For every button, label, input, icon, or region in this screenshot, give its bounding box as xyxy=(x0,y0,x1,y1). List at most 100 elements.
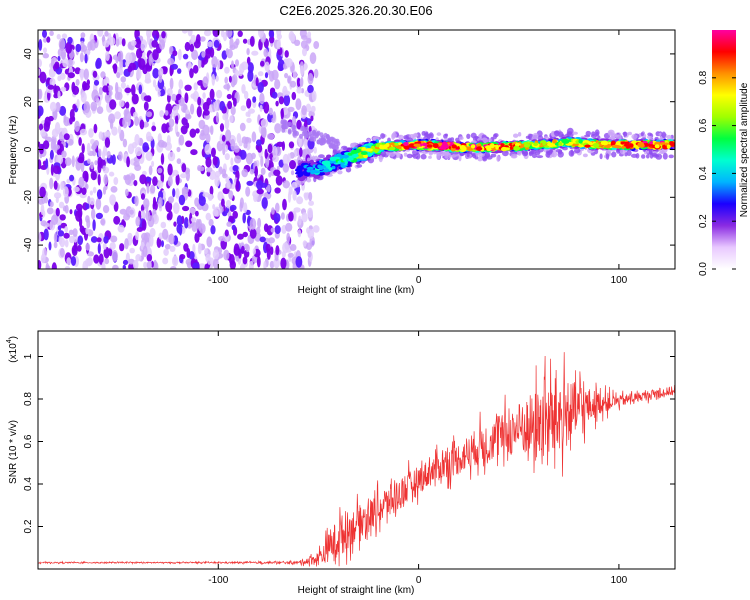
spectrogram-cell xyxy=(93,254,100,264)
spectrogram-cell xyxy=(80,69,84,81)
spectrogram-cell xyxy=(48,241,52,251)
spectrogram-cell xyxy=(354,149,361,153)
spectrogram-cell xyxy=(115,82,119,94)
spectrogram-cell xyxy=(403,135,409,140)
spectrogram-cell xyxy=(49,177,54,190)
spectrogram-cell xyxy=(238,69,244,77)
spectrogram-cell xyxy=(342,158,348,162)
spectrogram-cell xyxy=(167,151,176,162)
spectrogram-cell xyxy=(115,37,120,47)
spectrogram-cell xyxy=(205,212,212,221)
spectrogram-cell xyxy=(207,257,211,265)
spectrogram-cell xyxy=(459,145,466,150)
spectrogram-cell xyxy=(157,90,161,98)
spectrogram-cell xyxy=(46,207,54,215)
spectrogram-cell xyxy=(177,68,182,74)
spectrogram-cell xyxy=(477,156,483,162)
x-tick-label: 0 xyxy=(416,575,422,586)
spectrogram-cell xyxy=(122,264,126,269)
spectrogram-cell xyxy=(594,129,600,137)
spectrogram-cell xyxy=(364,148,373,152)
spectrogram-cell xyxy=(162,228,169,240)
spectrogram-cell xyxy=(181,30,188,34)
spectrogram-cell xyxy=(218,236,226,242)
spectrogram-cell xyxy=(288,121,293,127)
spectrogram-cell xyxy=(256,179,264,190)
spectrogram-cell xyxy=(352,153,359,158)
spectrogram-cell xyxy=(193,82,198,91)
spectrogram-cell xyxy=(178,224,183,236)
spectrogram-cell xyxy=(302,47,307,57)
spectrogram-cell xyxy=(72,85,80,95)
spectrogram-cell xyxy=(98,87,103,95)
spectrogram-cell xyxy=(113,63,118,74)
spectrogram-cell xyxy=(116,72,121,79)
spectrogram-cell xyxy=(646,135,652,139)
spectrogram-cell xyxy=(222,211,228,217)
spectrogram-cell xyxy=(59,105,67,116)
spectrogram-cell xyxy=(179,254,186,260)
spectrogram-cell xyxy=(49,77,56,87)
spectrogram-cell xyxy=(103,246,110,259)
spectrogram-cell xyxy=(56,33,61,40)
spectrogram-cell xyxy=(199,36,206,42)
spectrogram-cell xyxy=(161,123,168,134)
spectrogram-cell xyxy=(307,131,312,137)
spectrogram-cell xyxy=(230,157,234,166)
spectrogram-cell xyxy=(84,53,88,64)
colorbar-tick-label: 0.8 xyxy=(698,70,709,84)
spectrogram-cell xyxy=(136,67,142,80)
spectrogram-cell xyxy=(50,138,57,151)
spectrogram-cell xyxy=(502,150,509,157)
spectrogram-cell xyxy=(204,144,212,155)
spectrogram-cell xyxy=(59,248,65,258)
spectrogram-cell xyxy=(140,41,145,52)
spectrogram-cell xyxy=(599,153,603,160)
spectrogram-cell xyxy=(334,140,339,146)
spectrogram-cell xyxy=(111,250,118,262)
spectrogram-cell xyxy=(69,109,75,120)
spectrogram-cell xyxy=(226,221,232,227)
spectrogram-cell xyxy=(143,261,148,269)
spectrogram-cell xyxy=(300,65,304,76)
spectrogram-cell xyxy=(289,244,297,251)
spectrogram-cell xyxy=(557,151,564,158)
spectrogram-cell xyxy=(525,135,531,139)
spectrogram-cell xyxy=(451,144,457,149)
spectrogram-cell xyxy=(375,143,380,148)
spectrogram-cell xyxy=(275,245,280,256)
x-tick-label: 0 xyxy=(416,275,422,286)
spectrogram-cell xyxy=(264,72,269,79)
spectrogram-cell xyxy=(600,140,609,146)
spectrogram-cell xyxy=(626,150,632,157)
spectrogram-cell xyxy=(585,130,591,136)
spectrogram-cell xyxy=(134,134,140,146)
spectrogram-cell xyxy=(374,149,379,153)
spectrogram-cell xyxy=(287,190,292,203)
spectrogram-cell xyxy=(184,217,189,229)
spectrogram-cell xyxy=(104,30,109,37)
spectrogram-cell xyxy=(180,125,188,135)
spectrogram-cell xyxy=(268,70,275,82)
spectrogram-cell xyxy=(263,261,267,269)
spectrogram-cell xyxy=(213,100,219,112)
spectrogram-cell xyxy=(79,128,87,136)
spectrogram-cell xyxy=(378,155,383,163)
spectrogram-cell xyxy=(308,200,314,206)
spectrogram-cell xyxy=(164,110,169,116)
spectrogram-cell xyxy=(270,227,275,233)
spectrogram-cell xyxy=(496,155,501,162)
spectrogram-cell xyxy=(54,61,60,70)
spectrogram-cell xyxy=(165,200,173,213)
spectrogram-cell xyxy=(268,107,273,116)
snr-x-label: Height of straight line (km) xyxy=(298,585,415,596)
spectrogram-cell xyxy=(413,143,421,147)
spectrogram-cell xyxy=(83,101,91,114)
spectrogram-cell xyxy=(282,180,290,189)
spectrogram-cell xyxy=(210,225,216,235)
spectrogram-cell xyxy=(90,170,97,181)
spectrogram-cell xyxy=(202,192,210,198)
spectrogram-cell xyxy=(157,167,163,174)
spectrogram-cell xyxy=(78,137,82,146)
spectrogram-cell xyxy=(90,236,98,243)
